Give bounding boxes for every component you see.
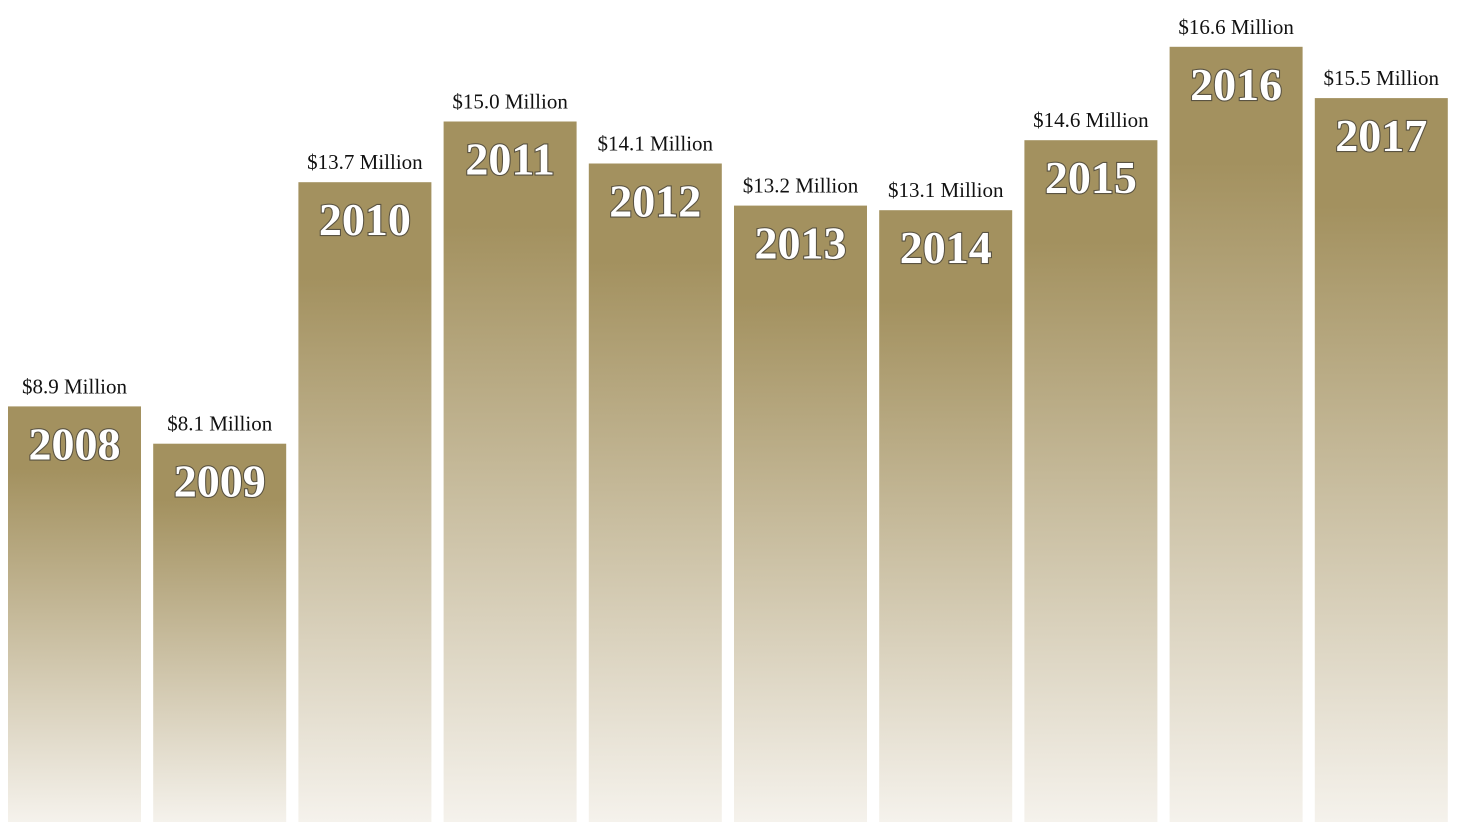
year-label-2010: 2010 bbox=[319, 194, 411, 245]
year-label-2011: 2011 bbox=[465, 134, 554, 185]
bar-2016 bbox=[1169, 46, 1303, 823]
year-label-2017: 2017 bbox=[1335, 110, 1427, 161]
value-label-2017: $15.5 Million bbox=[1324, 66, 1440, 90]
value-label-2010: $13.7 Million bbox=[307, 150, 423, 174]
year-label-2016: 2016 bbox=[1190, 59, 1282, 110]
value-label-2013: $13.2 Million bbox=[743, 174, 859, 198]
year-label-2013: 2013 bbox=[755, 218, 847, 269]
bar-2012 bbox=[588, 163, 722, 822]
value-label-2008: $8.9 Million bbox=[22, 374, 128, 398]
bars-layer bbox=[8, 46, 1448, 823]
value-label-2012: $14.1 Million bbox=[598, 132, 714, 156]
year-label-2014: 2014 bbox=[900, 222, 992, 273]
year-label-2012: 2012 bbox=[609, 176, 701, 227]
bar-2014 bbox=[879, 210, 1013, 822]
bar-2009 bbox=[153, 443, 287, 822]
year-label-2009: 2009 bbox=[174, 456, 266, 507]
bar-2008 bbox=[8, 406, 141, 822]
bar-2010 bbox=[298, 182, 432, 822]
bar-2017 bbox=[1314, 98, 1448, 823]
value-label-2015: $14.6 Million bbox=[1033, 108, 1149, 132]
bar-2015 bbox=[1024, 140, 1158, 822]
value-label-2009: $8.1 Million bbox=[167, 412, 273, 436]
labels-layer: $8.9 Million 2008 $8.1 Million 2009 $13.7 Mi… bbox=[22, 15, 1440, 508]
bar-2013 bbox=[734, 205, 867, 823]
bar-2011 bbox=[443, 121, 577, 822]
value-label-2014: $13.1 Million bbox=[888, 178, 1004, 202]
value-label-2011: $15.0 Million bbox=[452, 90, 568, 114]
year-label-2008: 2008 bbox=[29, 418, 121, 469]
year-label-2015: 2015 bbox=[1045, 152, 1137, 203]
value-label-2016: $16.6 Million bbox=[1178, 15, 1294, 39]
